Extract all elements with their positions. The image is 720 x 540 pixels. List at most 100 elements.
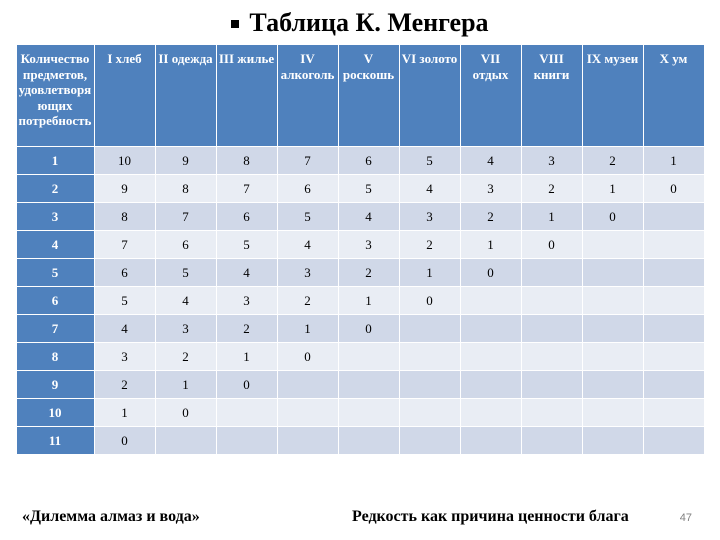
table-cell: 0 <box>643 175 704 203</box>
table-cell <box>277 427 338 455</box>
table-cell: 3 <box>277 259 338 287</box>
table-cell: 2 <box>521 175 582 203</box>
menger-table: Количество предметов, удовлетворяющих по… <box>16 44 705 455</box>
table-cell <box>460 287 521 315</box>
table-cell: 1 <box>155 371 216 399</box>
table-cell: 2 <box>216 315 277 343</box>
table-cell <box>338 399 399 427</box>
table-cell: 5 <box>216 231 277 259</box>
row-label: 1 <box>16 147 94 175</box>
table-cell: 0 <box>338 315 399 343</box>
table-cell <box>582 315 643 343</box>
table-cell: 2 <box>155 343 216 371</box>
table-cell <box>521 259 582 287</box>
table-cell <box>643 259 704 287</box>
table-cell: 6 <box>277 175 338 203</box>
table-cell <box>643 399 704 427</box>
row-header-label: Количество предметов, удовлетворяющих по… <box>16 45 94 147</box>
table-cell: 3 <box>94 343 155 371</box>
table-cell <box>277 371 338 399</box>
table-cell <box>155 427 216 455</box>
table-cell <box>399 399 460 427</box>
table-cell: 1 <box>643 147 704 175</box>
table-cell <box>521 427 582 455</box>
table-row: 3876543210 <box>16 203 704 231</box>
table-cell <box>277 399 338 427</box>
table-cell: 5 <box>94 287 155 315</box>
table-cell: 6 <box>338 147 399 175</box>
table-cell <box>460 427 521 455</box>
table-cell: 1 <box>582 175 643 203</box>
row-label: 11 <box>16 427 94 455</box>
table-cell <box>643 287 704 315</box>
table-cell: 2 <box>338 259 399 287</box>
row-label: 9 <box>16 371 94 399</box>
table-cell: 9 <box>155 147 216 175</box>
table-row: 110 <box>16 427 704 455</box>
row-label: 4 <box>16 231 94 259</box>
row-label: 5 <box>16 259 94 287</box>
table-cell <box>216 427 277 455</box>
table-header-row: Количество предметов, удовлетворяющих по… <box>16 45 704 147</box>
table-cell: 2 <box>94 371 155 399</box>
col-header: VI золото <box>399 45 460 147</box>
table-cell: 8 <box>216 147 277 175</box>
row-label: 10 <box>16 399 94 427</box>
footer-left: «Дилемма алмаз и вода» <box>22 508 200 525</box>
table-cell <box>399 343 460 371</box>
table-cell <box>582 399 643 427</box>
table-row: 743210 <box>16 315 704 343</box>
table-cell <box>338 371 399 399</box>
title-wrap: Таблица К. Менгера <box>0 0 720 38</box>
table-cell: 2 <box>460 203 521 231</box>
table-row: 56543210 <box>16 259 704 287</box>
table-cell: 5 <box>277 203 338 231</box>
table-cell: 3 <box>399 203 460 231</box>
table-cell: 2 <box>399 231 460 259</box>
col-header: IV алкоголь <box>277 45 338 147</box>
table-cell <box>460 371 521 399</box>
col-header: VIII книги <box>521 45 582 147</box>
table-cell: 2 <box>277 287 338 315</box>
row-label: 8 <box>16 343 94 371</box>
table-cell: 5 <box>399 147 460 175</box>
table-row: 29876543210 <box>16 175 704 203</box>
table-cell: 0 <box>277 343 338 371</box>
table-cell: 4 <box>216 259 277 287</box>
table-cell <box>643 343 704 371</box>
table-cell: 0 <box>94 427 155 455</box>
table-cell: 6 <box>216 203 277 231</box>
table-cell: 1 <box>460 231 521 259</box>
table-cell: 8 <box>155 175 216 203</box>
table-cell: 4 <box>94 315 155 343</box>
table-cell: 2 <box>582 147 643 175</box>
table-cell <box>338 343 399 371</box>
table-cell: 4 <box>155 287 216 315</box>
row-label: 7 <box>16 315 94 343</box>
table-cell <box>216 399 277 427</box>
table-cell <box>582 343 643 371</box>
table-cell: 1 <box>216 343 277 371</box>
footer-right: Редкость как причина ценности блага <box>352 508 629 526</box>
table-cell: 0 <box>155 399 216 427</box>
table-cell <box>643 315 704 343</box>
table-cell <box>643 371 704 399</box>
table-cell <box>460 315 521 343</box>
footer: «Дилемма алмаз и вода» Редкость как прич… <box>22 508 698 526</box>
table-cell: 0 <box>216 371 277 399</box>
table-cell: 6 <box>155 231 216 259</box>
table-cell <box>338 427 399 455</box>
table-cell: 3 <box>521 147 582 175</box>
table-cell: 1 <box>399 259 460 287</box>
table-cell <box>643 231 704 259</box>
table-cell: 5 <box>338 175 399 203</box>
table-cell <box>521 371 582 399</box>
col-header: X ум <box>643 45 704 147</box>
table-cell: 1 <box>94 399 155 427</box>
table-cell <box>521 315 582 343</box>
table-cell <box>643 427 704 455</box>
table-cell: 7 <box>155 203 216 231</box>
table-cell: 7 <box>216 175 277 203</box>
col-header: VII отдых <box>460 45 521 147</box>
col-header: I хлеб <box>94 45 155 147</box>
